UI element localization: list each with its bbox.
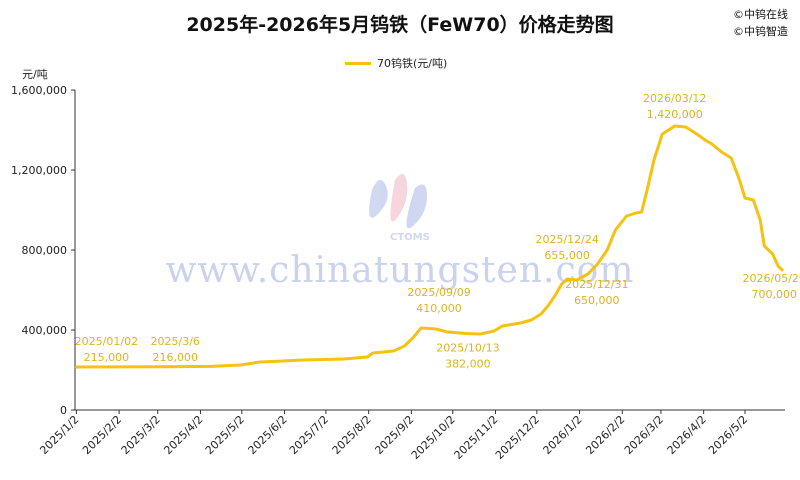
x-tick-label: 2025/11/2 <box>452 413 501 462</box>
x-tick-label: 2026/2/2 <box>583 413 627 457</box>
x-tick-label: 2025/3/2 <box>119 413 163 457</box>
x-tick-label: 2025/10/2 <box>409 413 458 462</box>
price-series-line <box>74 124 784 369</box>
annotation-value: 216,000 <box>152 351 198 364</box>
annotation-layer: 2025/01/02 215,000 2025/3/6 216,000 2025/09/… <box>75 92 800 371</box>
copyright-line-1: ©中钨在线 <box>733 8 788 21</box>
x-tick-label: 2026/1/2 <box>541 413 585 457</box>
annotation-date: 2025/3/6 <box>151 335 200 348</box>
x-tick-label: 2026/4/2 <box>665 413 709 457</box>
annotation-date: 2025/09/09 <box>407 286 470 299</box>
y-axis-unit-label: 元/吨 <box>22 68 48 81</box>
y-tick-label: 1,600,000 <box>11 84 67 97</box>
x-tick-label: 2025/1/2 <box>37 413 81 457</box>
watermark-logo-text: CTOMS <box>390 232 430 243</box>
legend-swatch <box>345 61 371 65</box>
y-tick-label: 1,200,000 <box>11 164 67 177</box>
annotation-value: 650,000 <box>574 294 620 307</box>
annotation-value: 215,000 <box>84 351 130 364</box>
chart-title: 2025年-2026年5月钨铁（FeW70）价格走势图 <box>186 14 614 36</box>
x-tick-label: 2025/2/2 <box>80 413 124 457</box>
annotation-value: 1,420,000 <box>647 108 703 121</box>
annotation-date: 2025/12/31 <box>565 278 628 291</box>
x-tick-label: 2025/5/2 <box>203 413 247 457</box>
x-tick-label: 2026/5/2 <box>706 413 750 457</box>
annotation-date: 2026/05/29 <box>743 272 800 285</box>
watermark-logo: CTOMS <box>369 173 430 243</box>
chart-legend: 70钨铁(元/吨) <box>345 55 447 71</box>
annotation-value: 410,000 <box>416 302 462 315</box>
annotation-value: 700,000 <box>751 288 797 301</box>
annotation-value: 382,000 <box>445 358 491 371</box>
y-tick-label: 0 <box>60 404 67 417</box>
watermark: CTOMS www.chinatungsten.com <box>166 173 635 291</box>
watermark-url: www.chinatungsten.com <box>166 250 635 291</box>
x-tick-label: 2025/6/2 <box>246 413 290 457</box>
series-layer <box>74 124 784 369</box>
annotation-date: 2025/10/13 <box>436 342 499 355</box>
x-tick-label: 2025/8/2 <box>330 413 374 457</box>
legend-label: 70钨铁(元/吨) <box>377 57 448 70</box>
y-tick-label: 800,000 <box>22 244 68 257</box>
annotation-date: 2025/12/24 <box>535 233 598 246</box>
x-tick-label: 2025/12/2 <box>493 413 542 462</box>
copyright-notice: ©中钨在线 ©中钨智造 <box>733 6 788 40</box>
y-tick-label: 400,000 <box>22 324 68 337</box>
annotation-date: 2026/03/12 <box>643 92 706 105</box>
annotation-date: 2025/01/02 <box>75 335 138 348</box>
x-tick-label: 2026/3/2 <box>622 413 666 457</box>
annotation-value: 655,000 <box>544 249 590 262</box>
x-tick-label: 2025/7/2 <box>287 413 331 457</box>
x-tick-label: 2025/4/2 <box>161 413 205 457</box>
copyright-line-2: ©中钨智造 <box>733 25 788 38</box>
